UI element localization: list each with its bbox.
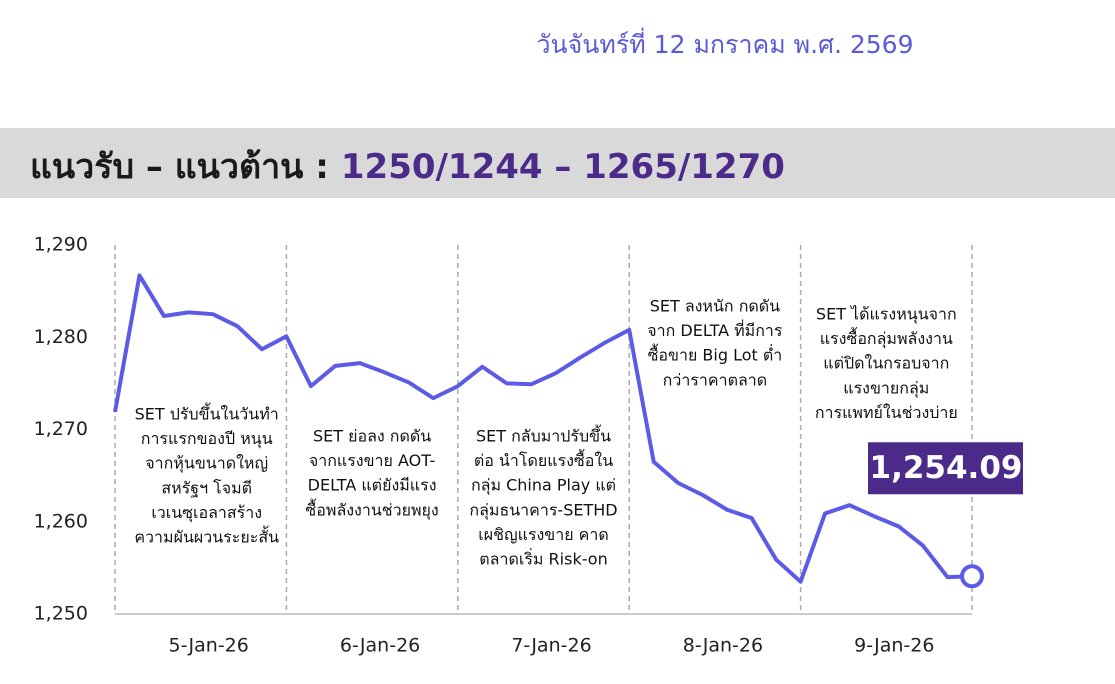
x-tick-label: 5-Jan-26	[169, 635, 249, 657]
value-label-box	[868, 442, 1023, 495]
x-tick-label: 6-Jan-26	[340, 635, 420, 657]
annotation: กลุ่มธนาคาร-SETHD	[469, 500, 617, 520]
annotation: ความผันผวนระยะสั้น	[134, 526, 279, 547]
date: วันจันทร์ที่ 12 มกราคม พ.ศ. 2569	[536, 27, 913, 59]
annotation: จากแรงขาย AOT-	[309, 451, 435, 470]
annotation: แรงซื้อกลุ่มพลังงาน	[820, 327, 953, 349]
annotation: กว่าราคาตลาด	[663, 370, 768, 389]
levels: 1250/1244 – 1265/1270	[341, 147, 785, 187]
annotation: SET ย่อลง กดดัน	[313, 427, 431, 446]
annotation: การแรกของปี หนุน	[141, 429, 273, 449]
annotation: การแพทย์ในช่วงบ่าย	[815, 403, 958, 422]
header-title: แนวรับ – แนวต้าน : 1250/1244 – 1265/1270	[30, 147, 785, 187]
y-tick-label: 1,250	[34, 603, 88, 625]
x-tick-label: 8-Jan-26	[683, 635, 763, 657]
annotation: SET ลงหนัก กดดัน	[650, 297, 780, 316]
annotation: ซื้อขาย Big Lot ต่ำ	[648, 344, 783, 365]
header-band	[0, 128, 1115, 198]
title: แนวรับ – แนวต้าน :	[30, 147, 329, 187]
annotation: แรงขายกลุ่ม	[843, 378, 929, 398]
annotation: DELTA แต่ยังมีแรง	[308, 476, 437, 495]
annotation: SET ได้แรงหนุนจาก	[816, 305, 957, 325]
line	[113, 273, 973, 584]
x-tick-label: 7-Jan-26	[511, 635, 591, 657]
end-marker	[960, 564, 984, 589]
y-tick-label: 1,270	[34, 418, 88, 440]
y-tick-label: 1,290	[34, 234, 88, 256]
annotation: จากหุ้นขนาดใหญ่	[145, 454, 268, 474]
annotation: เวเนซุเอลาสร้าง	[151, 503, 262, 523]
annotation: SET กลับมาปรับขึ้น	[476, 425, 611, 446]
annotation: กลุ่ม China Play แต่	[471, 476, 616, 496]
annotation: SET ปรับขึ้นในวันทำ	[135, 403, 279, 424]
annotation: แต่ปิดในกรอบจาก	[823, 354, 949, 373]
x-tick-label: 9-Jan-26	[854, 635, 934, 657]
value-label: 1,254.09	[870, 450, 1023, 486]
annotation: ตลาดเริ่ม Risk-on	[479, 548, 607, 569]
annotation: ต่อ นำโดยแรงซื้อใน	[474, 449, 613, 470]
y-tick-label: 1,260	[34, 510, 88, 532]
annotation: เผชิญแรงขาย คาด	[478, 525, 609, 544]
annotation: จาก DELTA ที่มีการ	[647, 319, 783, 340]
annotation: สหรัฐฯ โจมตี	[161, 478, 252, 497]
annotation: ซื้อพลังงานช่วยพยุง	[305, 498, 438, 520]
y-tick-label: 1,280	[34, 326, 88, 348]
chart: 5-Jan-26 6-Jan-26 7-Jan-26 8-Jan-26 9-Jan-26…	[34, 234, 1023, 657]
